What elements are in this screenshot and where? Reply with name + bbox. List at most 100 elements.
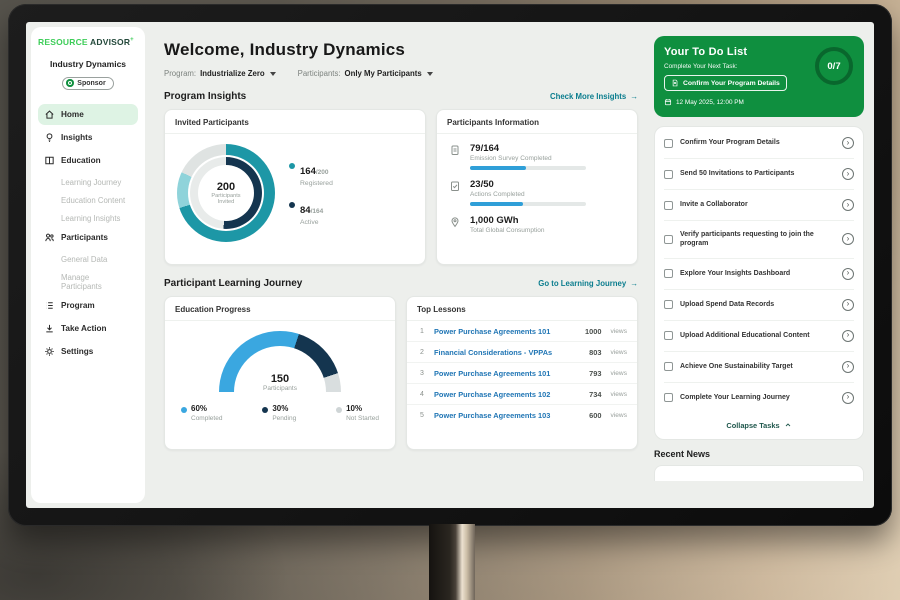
participants-information-body: 79/164 Emission Survey Completed 23/50 A…: [437, 134, 637, 234]
participants-information-card: Participants Information 79/164 Emission…: [436, 109, 638, 265]
sidebar-item-settings[interactable]: Settings: [38, 341, 138, 362]
chevron-right-icon[interactable]: ›: [842, 233, 854, 246]
app-logo: RESOURCE ADVISOR+: [38, 37, 138, 47]
card-title: Invited Participants: [165, 110, 425, 134]
lesson-row: 1 Power Purchase Agreements 101 1000 view…: [407, 321, 637, 342]
chevron-right-icon[interactable]: ›: [842, 137, 854, 149]
todo-summary-card: Your To Do List 0/7 Complete Your Next T…: [654, 36, 864, 117]
task-checkbox[interactable]: [664, 169, 673, 179]
task-checkbox[interactable]: [664, 300, 673, 310]
document-icon: [672, 79, 678, 87]
go-to-learning-journey-link[interactable]: Go to Learning Journey →: [538, 279, 638, 288]
sidebar-item-manage-participants[interactable]: Manage Participants: [61, 272, 102, 291]
sidebar: RESOURCE ADVISOR+ Industry Dynamics Spon…: [31, 27, 145, 503]
chevron-right-icon[interactable]: ›: [842, 329, 854, 342]
card-title: Participants Information: [437, 110, 637, 134]
sidebar-item-label: Education: [61, 156, 101, 165]
gear-icon: [44, 346, 55, 357]
task-row-explore-insights[interactable]: Explore Your Insights Dashboard ›: [664, 259, 854, 290]
task-checkbox[interactable]: [664, 269, 673, 279]
donut-center: 200 Participants Invited: [198, 165, 254, 221]
chevron-right-icon[interactable]: ›: [842, 199, 854, 211]
task-row-invite-collaborator[interactable]: Invite a Collaborator ›: [664, 190, 854, 221]
lesson-link[interactable]: Financial Considerations - VPPAs: [434, 347, 553, 357]
chevron-right-icon[interactable]: ›: [842, 298, 854, 311]
participants-filter[interactable]: Participants: Only My Participants: [298, 69, 433, 78]
sidebar-item-learning-journey[interactable]: Learning Journey: [61, 177, 122, 187]
action-icon: [44, 323, 55, 334]
participants-filter-label: Participants:: [297, 69, 341, 78]
check-more-insights-link[interactable]: Check More Insights →: [549, 92, 638, 101]
task-row-send-invitations[interactable]: Send 50 Invitations to Participants ›: [664, 159, 854, 190]
arrow-right-icon: →: [630, 92, 638, 101]
org-name: Industry Dynamics: [49, 59, 127, 69]
next-task-button[interactable]: Confirm Your Program Details: [664, 75, 787, 91]
collapse-tasks-button[interactable]: Collapse Tasks: [664, 413, 854, 438]
sidebar-item-education-content[interactable]: Education Content: [61, 195, 126, 205]
education-progress-card: Education Progress 150 Participants 60%: [164, 296, 396, 450]
task-checkbox[interactable]: [664, 200, 673, 210]
card-title: Top Lessons: [407, 297, 637, 321]
sidebar-item-label: Program: [61, 301, 95, 310]
sidebar-item-home[interactable]: Home: [38, 104, 138, 125]
monitor-stand: [429, 524, 475, 600]
task-row-upload-educational-content[interactable]: Upload Additional Educational Content ›: [664, 321, 854, 352]
sponsor-badge: Sponsor: [62, 76, 114, 90]
emission-survey-progress-bar: [470, 166, 586, 170]
lesson-link[interactable]: Power Purchase Agreements 103: [434, 410, 551, 420]
actions-completed-progress-bar: [470, 202, 586, 206]
lesson-link[interactable]: Power Purchase Agreements 101: [434, 326, 551, 336]
stat-global-consumption: 1,000 GWh Total Global Consumption: [449, 215, 625, 234]
sidebar-item-general-data[interactable]: General Data: [61, 254, 108, 264]
sidebar-item-insights[interactable]: Insights: [38, 127, 138, 148]
lesson-row: 5 Power Purchase Agreements 103 600 views: [420, 410, 627, 420]
section-title-program-insights: Program Insights: [164, 91, 247, 102]
todo-subtitle: Complete Your Next Task:: [664, 63, 738, 70]
invited-participants-card: Invited Participants 200 Participants In…: [164, 109, 426, 265]
chevron-right-icon[interactable]: ›: [842, 267, 854, 280]
task-checkbox[interactable]: [664, 362, 673, 372]
sidebar-nav: Home Insights Education Learning Journey…: [38, 104, 138, 362]
sidebar-item-program[interactable]: Program: [38, 295, 138, 316]
lesson-link[interactable]: Power Purchase Agreements 102: [434, 389, 551, 399]
legend-dot-registered: [289, 162, 295, 169]
lesson-link[interactable]: Power Purchase Agreements 101: [434, 368, 551, 378]
chevron-down-icon: [426, 71, 433, 76]
task-row-complete-learning-journey[interactable]: Complete Your Learning Journey ›: [664, 383, 854, 413]
education-progress-body: 150 Participants 60% Completed 30%: [165, 321, 395, 422]
sidebar-item-education[interactable]: Education: [38, 150, 138, 171]
legend-item-completed: 60% Completed: [181, 404, 222, 422]
sidebar-item-learning-insights[interactable]: Learning Insights: [61, 213, 121, 223]
legend-item-not-started: 10% Not Started: [336, 404, 379, 422]
arrow-right-icon: →: [630, 279, 638, 288]
program-filter[interactable]: Program: Industrialize Zero: [164, 69, 276, 78]
sidebar-item-participants[interactable]: Participants: [38, 227, 138, 248]
donut-legend: 164/200 Registered 84/164 Active: [289, 161, 333, 226]
task-checkbox[interactable]: [664, 234, 673, 244]
chevron-right-icon[interactable]: ›: [842, 360, 854, 373]
task-checkbox[interactable]: [664, 138, 673, 148]
todo-panel: Your To Do List 0/7 Complete Your Next T…: [654, 22, 864, 508]
task-row-confirm-program[interactable]: Confirm Your Program Details ›: [664, 128, 854, 159]
top-lessons-card: Top Lessons 1 Power Purchase Agreements …: [406, 296, 638, 450]
sponsor-label: Sponsor: [77, 79, 106, 87]
sidebar-item-take-action[interactable]: Take Action: [38, 318, 138, 339]
task-row-verify-participants[interactable]: Verify participants requesting to join t…: [664, 221, 854, 259]
task-row-upload-spend-data[interactable]: Upload Spend Data Records ›: [664, 290, 854, 321]
top-lessons-list: 1 Power Purchase Agreements 101 1000 view…: [407, 321, 637, 425]
card-title: Education Progress: [165, 297, 395, 321]
task-checkbox[interactable]: [664, 393, 673, 403]
task-checkbox[interactable]: [664, 331, 673, 341]
chevron-right-icon[interactable]: ›: [842, 168, 854, 180]
gauge-legend: 60% Completed 30% Pending 10% Not Starte…: [165, 392, 395, 422]
invited-participants-donut-chart: 200 Participants Invited: [177, 144, 275, 242]
education-progress-gauge-chart: 150 Participants: [219, 331, 341, 392]
sponsor-icon: [66, 79, 75, 87]
task-row-achieve-target[interactable]: Achieve One Sustainability Target ›: [664, 352, 854, 383]
todo-title: Your To Do List: [664, 46, 748, 58]
legend-dot-not-started: [336, 406, 343, 413]
chevron-right-icon[interactable]: ›: [842, 391, 854, 404]
logo-resource: RESOURCE: [38, 37, 88, 47]
section-title-learning-journey: Participant Learning Journey: [164, 278, 303, 289]
